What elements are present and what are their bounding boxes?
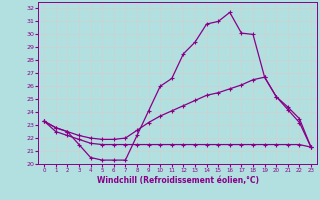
X-axis label: Windchill (Refroidissement éolien,°C): Windchill (Refroidissement éolien,°C) [97,176,259,185]
